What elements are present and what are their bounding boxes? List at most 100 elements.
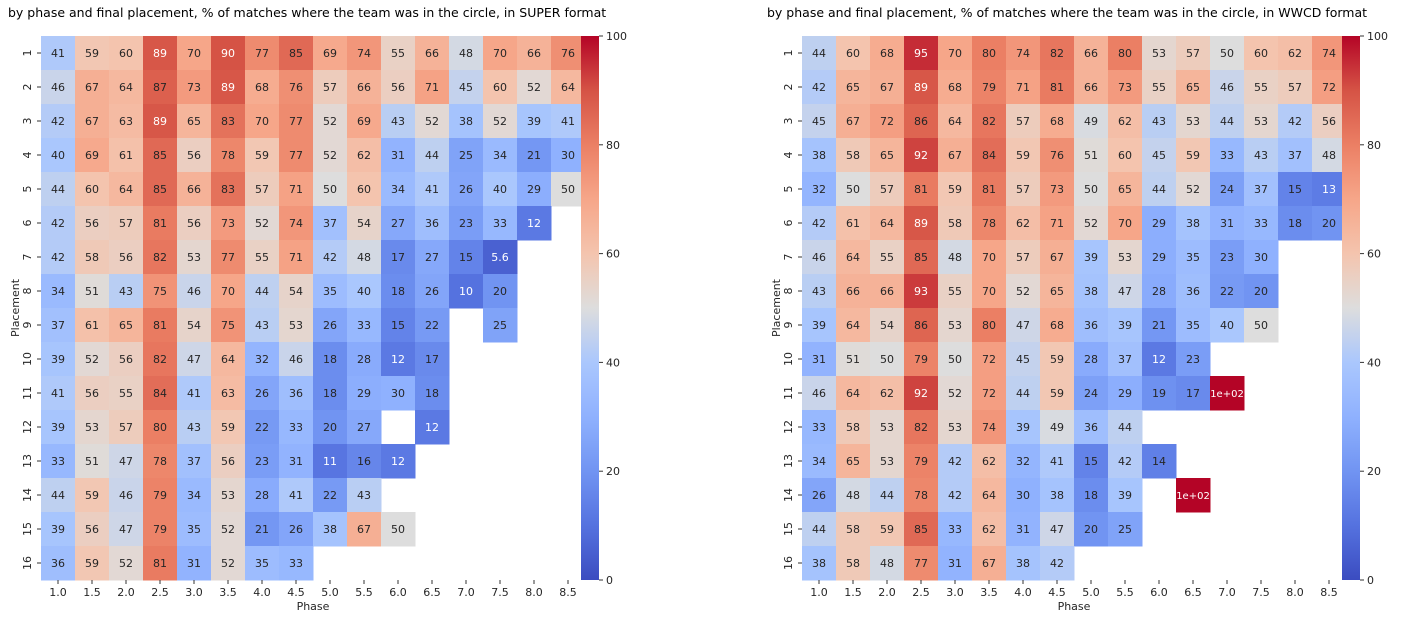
heatmap-cell — [347, 104, 382, 139]
cell-label: 36 — [1084, 421, 1098, 434]
cell-label: 62 — [357, 149, 371, 162]
cell-label: 18 — [323, 387, 337, 400]
cell-label: 82 — [982, 115, 996, 128]
cell-label: 64 — [119, 183, 133, 196]
colorbar-tick-label: 0 — [606, 574, 613, 587]
heatmap-cell — [75, 342, 110, 377]
heatmap-cell — [1040, 444, 1075, 479]
y-tick-label: 4 — [782, 152, 795, 159]
cell-label: 51 — [1084, 149, 1098, 162]
x-tick-label: 8.0 — [525, 586, 543, 599]
cell-label: 65 — [846, 455, 860, 468]
heatmap-cell — [75, 206, 110, 241]
cell-label: 48 — [948, 251, 962, 264]
heatmap-cell — [802, 104, 837, 139]
heatmap-cell — [938, 172, 973, 207]
cell-label: 36 — [425, 217, 439, 230]
cell-label: 50 — [391, 523, 405, 536]
y-tick-label: 16 — [21, 556, 34, 570]
heatmap-cell — [1108, 36, 1143, 71]
heatmap-cell — [1074, 104, 1109, 139]
heatmap-cell — [1074, 444, 1109, 479]
heatmap-cell — [517, 70, 552, 105]
heatmap-cell — [972, 512, 1007, 547]
cell-label: 71 — [1016, 81, 1030, 94]
heatmap-cell — [904, 138, 939, 173]
cell-label: 69 — [323, 47, 337, 60]
heatmap-cell — [870, 410, 905, 445]
heatmap-cell — [870, 478, 905, 513]
cell-label: 42 — [948, 455, 962, 468]
y-tick-label: 13 — [21, 454, 34, 468]
heatmap-cell — [313, 240, 348, 275]
cell-label: 70 — [255, 115, 269, 128]
heatmap-cell — [1244, 70, 1279, 105]
heatmap-cell — [1176, 36, 1211, 71]
heatmap-cell — [41, 342, 76, 377]
heatmap-cell — [313, 444, 348, 479]
heatmap-cell — [177, 342, 212, 377]
heatmap-cell — [245, 512, 280, 547]
heatmap-cell — [279, 342, 314, 377]
heatmap-cell — [938, 444, 973, 479]
y-tick-label: 14 — [21, 488, 34, 502]
cell-label: 39 — [527, 115, 541, 128]
heatmap-cell — [938, 274, 973, 309]
cell-label: 43 — [812, 285, 826, 298]
cell-label: 52 — [221, 523, 235, 536]
heatmap-cell — [177, 206, 212, 241]
heatmap-cell — [41, 478, 76, 513]
heatmap-cell — [143, 70, 178, 105]
heatmap-cell — [245, 478, 280, 513]
y-tick-label: 10 — [782, 352, 795, 366]
heatmap-cell — [870, 274, 905, 309]
heatmap-cell — [836, 410, 871, 445]
heatmap-cell — [1074, 376, 1109, 411]
heatmap-cell — [1074, 308, 1109, 343]
cell-label: 36 — [1084, 319, 1098, 332]
heatmap-cell — [1040, 104, 1075, 139]
heatmap-cell — [551, 138, 586, 173]
heatmap-cell — [972, 342, 1007, 377]
cell-label: 77 — [289, 115, 303, 128]
cell-label: 70 — [948, 47, 962, 60]
cell-label: 60 — [85, 183, 99, 196]
heatmap-cells: 41 59 60 89 70 90 77 85 69 74 55 66 48 70 66 76 46 67 64 87… — [41, 36, 586, 581]
cell-label: 44 — [51, 183, 65, 196]
heatmap-cell — [75, 172, 110, 207]
heatmap-cell — [1244, 308, 1279, 343]
heatmap-cell — [449, 240, 484, 275]
heatmap-cell — [517, 36, 552, 71]
heatmap-cell — [938, 512, 973, 547]
cell-label: 24 — [1084, 387, 1098, 400]
cell-label: 52 — [1186, 183, 1200, 196]
heatmap-cell — [381, 36, 416, 71]
x-tick-label: 1.5 — [844, 586, 862, 599]
heatmap-cell — [1108, 172, 1143, 207]
cell-label: 73 — [187, 81, 201, 94]
cell-label: 59 — [85, 489, 99, 502]
heatmap-cell — [415, 172, 450, 207]
colorbar-gradient — [581, 36, 599, 580]
heatmap-cell — [449, 104, 484, 139]
heatmap-cell — [211, 410, 246, 445]
cell-label: 33 — [1254, 217, 1268, 230]
cell-label: 49 — [1084, 115, 1098, 128]
heatmap-cell — [313, 512, 348, 547]
x-tick-label: 5.5 — [355, 586, 373, 599]
cell-label: 70 — [221, 285, 235, 298]
heatmap-cell — [802, 376, 837, 411]
heatmap-cell — [1006, 36, 1041, 71]
cell-label: 43 — [119, 285, 133, 298]
heatmap-cell — [177, 444, 212, 479]
heatmap-cell — [836, 206, 871, 241]
heatmap-cell — [1210, 274, 1245, 309]
heatmap-cell — [1040, 546, 1075, 581]
x-tick-label: 3.0 — [185, 586, 203, 599]
cell-label: 65 — [1050, 285, 1064, 298]
cell-label: 33 — [1220, 149, 1234, 162]
cell-label: 5.6 — [491, 251, 509, 264]
cell-label: 46 — [1220, 81, 1234, 94]
y-tick-label: 6 — [782, 220, 795, 227]
heatmap-cell — [381, 240, 416, 275]
